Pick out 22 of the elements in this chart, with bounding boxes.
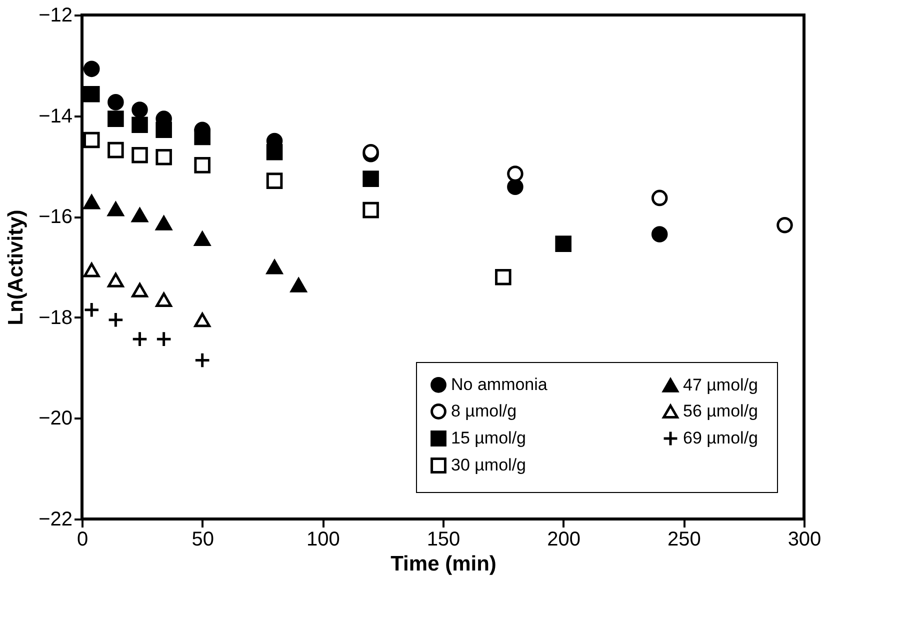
x-axis-title: Time (min) — [390, 552, 496, 576]
legend-label: 69 µmol/g — [683, 428, 758, 448]
y-tick-label: −20 — [38, 408, 72, 430]
x-tick-label: 300 — [788, 528, 822, 550]
legend-label: 15 µmol/g — [451, 428, 526, 448]
x-tick-label: 150 — [426, 528, 460, 550]
y-tick-label: −22 — [38, 508, 72, 530]
x-tick-label: 200 — [547, 528, 581, 550]
legend-label: 47 µmol/g — [683, 375, 758, 394]
y-tick-label: −16 — [38, 206, 72, 228]
x-tick-label: 100 — [306, 528, 340, 550]
legend-label: No ammonia — [451, 374, 548, 394]
x-tick-label: 50 — [192, 528, 214, 550]
legend-label: 56 µmol/g — [683, 402, 758, 420]
legend-label: 8 µmol/g — [451, 402, 517, 420]
x-tick-label: 250 — [667, 528, 701, 550]
y-axis-title: Ln(Activity) — [4, 210, 28, 326]
y-tick-label: −18 — [38, 306, 72, 329]
y-tick-label: −14 — [38, 105, 72, 128]
y-tick-label: −12 — [38, 4, 72, 26]
legend-label: 30 µmol/g — [451, 456, 526, 474]
x-tick-label: 0 — [76, 528, 88, 550]
